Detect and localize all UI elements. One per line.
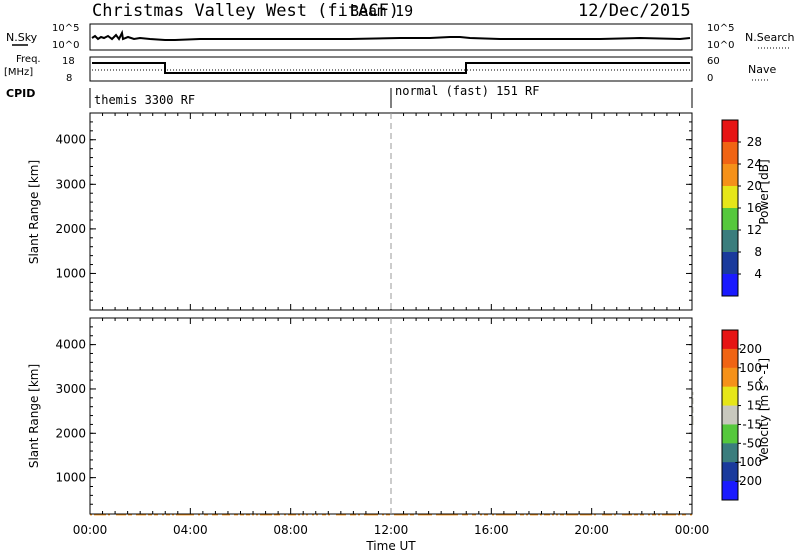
- noise-left-tick-top: 10^5: [52, 23, 79, 34]
- freq-label: Freq.: [16, 54, 41, 65]
- noise-right-tick-bottom: 10^0: [707, 40, 734, 51]
- power-frame: [89, 112, 693, 311]
- noise-left-tick-bottom: 10^0: [52, 40, 79, 51]
- noise-sky-line: [91, 29, 691, 41]
- nave-tick-bottom: 0: [707, 73, 713, 84]
- nave-tick-top: 60: [707, 56, 720, 67]
- y-tick-label: 4000: [55, 133, 86, 147]
- cpid-label: CPID: [6, 87, 35, 100]
- date-label: 12/Dec/2015: [578, 1, 691, 21]
- freq-line: [92, 62, 690, 74]
- y-tick-label: 2000: [55, 222, 86, 236]
- noise-right-tick-top: 10^5: [707, 23, 734, 34]
- cpid-mode-2: normal (fast) 151 RF: [395, 84, 540, 98]
- cpid-mode-1: themis 3300 RF: [94, 93, 195, 107]
- freq-panel: [89, 56, 693, 82]
- noise-search-label: N.Search: [745, 31, 795, 44]
- beam-label: Beam 19: [350, 2, 413, 20]
- power-panel: 1000 2000 3000 4000: [55, 112, 693, 311]
- freq-unit-label: [MHz]: [4, 67, 33, 78]
- noise-sky-label: N.Sky: [6, 31, 38, 44]
- noise-panel: [89, 23, 693, 51]
- y-tick-label: 1000: [55, 266, 86, 280]
- station-title: Christmas Valley West (fitACF): [92, 1, 399, 21]
- y-tick-label: 3000: [55, 177, 86, 191]
- freq-tick-bottom: 8: [66, 73, 72, 84]
- nave-label: Nave: [748, 63, 776, 76]
- freq-tick-top: 18: [62, 56, 75, 67]
